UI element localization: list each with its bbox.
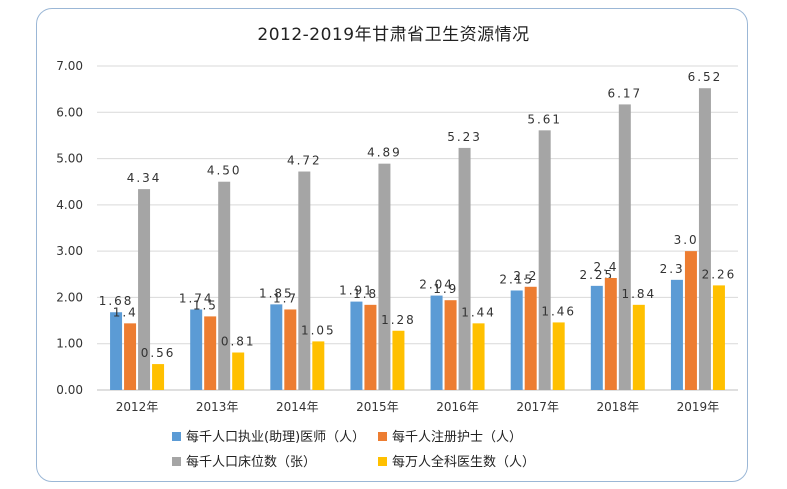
y-tick-label: 5.00	[56, 152, 83, 166]
legend-label: 每千人口床位数（张）	[186, 454, 316, 470]
data-label: 1.84	[353, 287, 388, 301]
bar	[712, 285, 725, 390]
bar	[552, 322, 565, 390]
bar	[350, 301, 363, 390]
bar	[618, 104, 631, 390]
bar	[152, 364, 165, 390]
data-label: 1.44	[461, 305, 496, 319]
data-label: 1.59	[193, 298, 228, 312]
bar	[590, 285, 603, 390]
bar	[284, 309, 297, 390]
bar	[138, 189, 151, 390]
data-label: 4.72	[287, 154, 322, 168]
x-tick-label: 2019年	[677, 400, 720, 414]
bar	[458, 147, 471, 390]
data-label: 0.56	[141, 346, 176, 360]
bar	[218, 181, 231, 390]
x-tick-label: 2017年	[516, 400, 559, 414]
y-tick-label: 6.00	[56, 105, 83, 119]
bar	[190, 309, 203, 390]
y-tick-label: 2.00	[56, 290, 83, 304]
y-tick-label: 3.00	[56, 244, 83, 258]
bar	[232, 352, 245, 390]
bar	[364, 304, 377, 390]
legend-swatch	[378, 432, 387, 441]
data-label: 3.00	[674, 233, 709, 247]
bar	[270, 304, 283, 390]
bar	[312, 341, 325, 390]
x-tick-label: 2014年	[276, 400, 319, 414]
bar	[472, 323, 485, 390]
y-tick-label: 1.00	[56, 337, 83, 351]
bar	[378, 163, 391, 390]
y-tick-label: 0.00	[56, 383, 83, 397]
bar	[698, 88, 711, 391]
data-label: 1.84	[621, 287, 656, 301]
legend-label: 每千人注册护士（人）	[392, 429, 522, 445]
data-label: 2.38	[660, 262, 695, 276]
bar	[632, 304, 645, 390]
bar	[392, 330, 405, 390]
data-label: 6.52	[688, 70, 723, 84]
data-label: 1.44	[113, 305, 148, 319]
bar	[524, 286, 537, 390]
legend-label: 每千人口执业(助理)医师（人）	[186, 429, 365, 445]
bar	[124, 323, 137, 390]
data-label: 4.34	[127, 171, 162, 185]
data-label: 1.46	[541, 304, 576, 318]
data-label: 5.23	[447, 130, 482, 144]
legend-swatch	[172, 432, 181, 441]
chart-title: 2012-2019年甘肃省卫生资源情况	[257, 25, 530, 45]
data-label: 2.42	[593, 260, 628, 274]
legend-label: 每万人全科医生数（人）	[392, 454, 535, 470]
legend-swatch	[172, 457, 181, 466]
y-tick-label: 7.00	[56, 59, 83, 73]
x-tick-label: 2012年	[116, 400, 159, 414]
bar	[538, 130, 551, 390]
data-label: 1.91	[339, 284, 374, 298]
data-label: 4.50	[207, 164, 242, 178]
bar	[670, 279, 683, 390]
data-label: 1.68	[99, 294, 134, 308]
data-label: 4.89	[367, 146, 402, 160]
x-tick-label: 2013年	[196, 400, 239, 414]
bar	[444, 300, 457, 390]
data-label: 5.61	[527, 112, 562, 126]
data-label: 1.05	[301, 323, 336, 337]
data-label: 1.74	[273, 291, 308, 305]
bar	[510, 290, 523, 390]
x-tick-label: 2015年	[356, 400, 399, 414]
data-label: 1.74	[179, 291, 214, 305]
data-label: 1.28	[381, 313, 416, 327]
data-label: 2.04	[419, 278, 454, 292]
data-label: 1.94	[433, 282, 468, 296]
data-label: 1.85	[259, 286, 294, 300]
x-tick-label: 2016年	[436, 400, 479, 414]
bar	[204, 316, 217, 390]
data-label: 0.81	[221, 335, 256, 349]
bar	[604, 277, 617, 390]
x-tick-label: 2018年	[597, 400, 640, 414]
bar	[110, 312, 123, 390]
y-tick-label: 4.00	[56, 198, 83, 212]
bar	[298, 171, 311, 390]
data-label: 6.17	[607, 86, 642, 100]
data-label: 2.25	[579, 268, 614, 282]
data-label: 2.26	[702, 267, 737, 281]
bar	[684, 251, 697, 390]
bar	[430, 295, 443, 390]
data-label: 2.15	[499, 272, 534, 286]
data-label: 2.23	[513, 269, 548, 283]
legend-swatch	[378, 457, 387, 466]
